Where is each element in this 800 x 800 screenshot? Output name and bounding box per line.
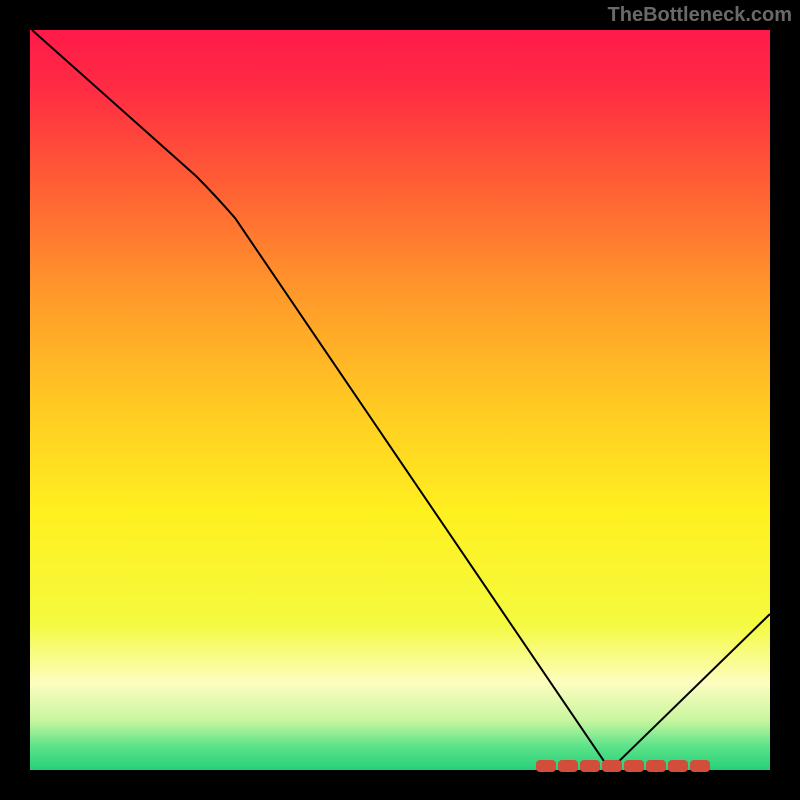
bottleneck-chart <box>0 0 800 800</box>
attribution-text: TheBottleneck.com <box>608 4 792 27</box>
plot-background <box>30 30 772 772</box>
